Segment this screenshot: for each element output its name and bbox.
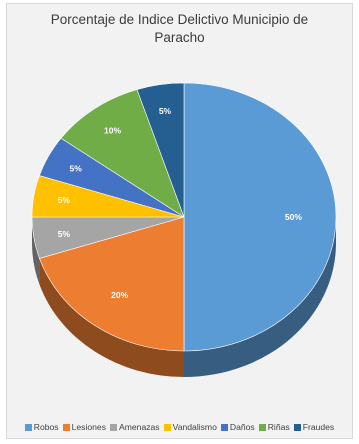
legend-label-lesiones: Lesiones xyxy=(71,422,106,432)
data-label-rinas: 10% xyxy=(104,125,121,135)
legend-swatch-fraudes xyxy=(293,423,301,431)
data-label-vandalismo: 5% xyxy=(58,195,71,205)
legend-label-robos: Robos xyxy=(33,422,59,432)
data-label-robos: 50% xyxy=(285,212,302,222)
legend-swatch-rinas xyxy=(258,423,266,431)
data-label-amenazas: 5% xyxy=(58,229,71,239)
legend-swatch-danos xyxy=(220,423,228,431)
pie-slice-robos xyxy=(183,82,337,352)
legend-item-robos: Robos xyxy=(24,422,59,432)
legend-item-lesiones: Lesiones xyxy=(62,422,106,432)
legend-label-rinas: Riñas xyxy=(267,422,290,432)
chart-title-line-1: Porcentaje de Indice Delictivo Municipio… xyxy=(50,12,309,27)
pie-slice-rinas xyxy=(60,89,185,218)
legend-swatch-vandalismo xyxy=(163,423,171,431)
legend-label-fraudes: Fraudes xyxy=(302,422,335,432)
pie-slice-lesiones xyxy=(39,216,185,352)
legend-item-vandalismo: Vandalismo xyxy=(163,422,217,432)
data-label-danos: 5% xyxy=(70,163,83,173)
legend-item-danos: Daños xyxy=(220,422,255,432)
chart-title: Porcentaje de Indice Delictivo Municipio… xyxy=(10,11,349,47)
legend-item-rinas: Riñas xyxy=(258,422,290,432)
chart-legend: Robos Lesiones Amenazas Vandalismo Daños Riña… xyxy=(0,422,359,432)
pie-slice-fraudes xyxy=(136,82,185,218)
legend-label-amenazas: Amenazas xyxy=(119,422,160,432)
legend-swatch-robos xyxy=(24,423,32,431)
legend-label-vandalismo: Vandalismo xyxy=(172,422,217,432)
pie-side-robos xyxy=(184,217,336,377)
legend-item-amenazas: Amenazas xyxy=(110,422,160,432)
pie-side-amenazas xyxy=(32,217,40,285)
legend-label-danos: Daños xyxy=(229,422,255,432)
legend-item-fraudes: Fraudes xyxy=(293,422,335,432)
legend-swatch-lesiones xyxy=(62,423,70,431)
data-label-lesiones: 20% xyxy=(111,290,128,300)
legend-swatch-amenazas xyxy=(110,423,117,431)
data-label-fraudes: 5% xyxy=(159,106,172,116)
chart-title-line-2: Paracho xyxy=(154,30,205,45)
